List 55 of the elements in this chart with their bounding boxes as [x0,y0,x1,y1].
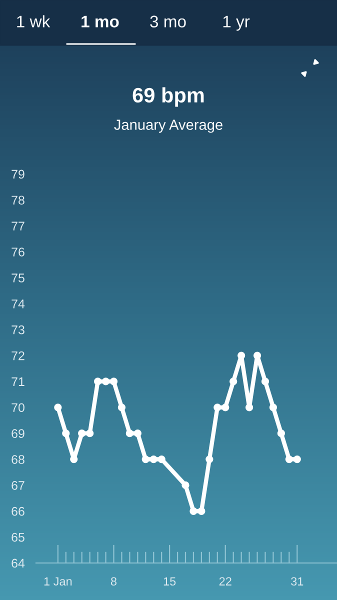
y-tick-label: 65 [12,532,24,542]
y-tick-label: 68 [12,455,24,464]
point [206,455,214,464]
point [253,352,262,360]
y-tick-label: 66 [12,506,24,516]
point [261,378,270,386]
point [293,455,301,464]
y-tick-label: 75 [12,274,24,282]
y-tick-label: 70 [12,403,24,412]
y-tick-label: 72 [12,351,24,360]
text: 1 mo [82,16,119,28]
point [78,430,86,438]
x-tick-label: 22 [219,577,232,586]
point [86,430,94,438]
point [222,404,230,412]
point [277,430,286,438]
point [198,507,206,515]
point [110,378,118,386]
point [230,378,238,386]
x-tick-label: 15 [164,577,176,586]
y-tick-label: 64 [12,558,25,568]
x-tick-label: 8 [110,577,117,586]
point [190,507,198,515]
point [285,455,293,464]
text: 1 wk [17,15,50,28]
x-tick-label: 31 [291,577,304,586]
point [62,430,70,438]
point [142,455,150,464]
text: 1 yr [223,16,250,31]
point [126,430,134,438]
point [150,455,158,464]
text: 3 mo [150,16,186,28]
point [182,481,190,490]
y-tick-label: 79 [12,170,24,179]
y-tick-label: 67 [12,481,24,490]
y-tick-label: 69 [12,429,24,438]
point [214,404,222,412]
y-tick-label: 73 [12,325,24,334]
point [102,378,110,386]
point [269,404,278,412]
y-tick-label: 76 [12,248,24,256]
x-tick-label: 1 Jan [44,577,72,586]
y-tick-label: 71 [12,377,24,386]
point [54,404,62,412]
chart-title: 69 bpm [132,87,204,107]
point [158,455,166,464]
point [118,404,126,412]
y-tick-label: 74 [12,300,25,308]
point [238,352,246,360]
chart-subtitle: January Average [114,120,222,133]
y-tick-label: 78 [12,196,24,205]
point [134,430,142,438]
point [245,404,254,412]
y-tick-label: 77 [12,222,24,230]
point [94,378,102,386]
